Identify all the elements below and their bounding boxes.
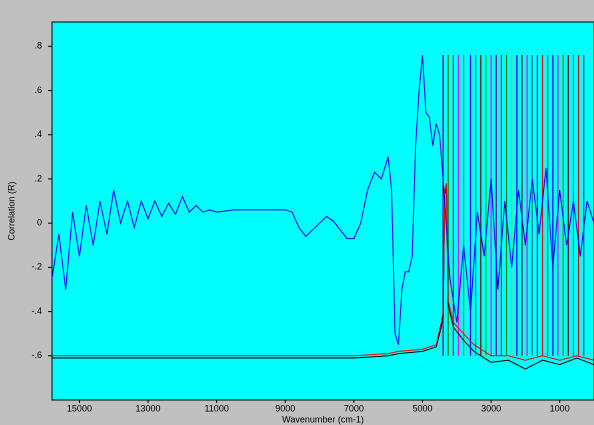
x-tick-label: 13000: [136, 403, 161, 413]
plot-area: [51, 21, 594, 401]
x-tick-label: 11000: [204, 403, 228, 413]
x-tick-label: 1000: [550, 403, 570, 413]
x-tick-label: 5000: [412, 403, 432, 413]
x-tick-label: 7000: [344, 403, 364, 413]
x-tick-label: 15000: [67, 403, 92, 413]
y-tick-label: .8: [34, 41, 42, 51]
y-tick-label: -.6: [31, 350, 42, 360]
series-line: [51, 55, 594, 345]
x-tick-label: 3000: [481, 403, 501, 413]
y-tick-label: .4: [34, 129, 42, 139]
x-tick-label: 9000: [275, 403, 295, 413]
y-tick-label: .6: [34, 85, 42, 95]
y-tick-label: .2: [34, 173, 42, 183]
y-axis-title: Correlation (R): [6, 181, 16, 240]
y-tick-label: -.4: [31, 306, 42, 316]
y-tick-label: -.2: [31, 262, 42, 272]
y-tick-label: 0: [37, 218, 42, 228]
x-axis-title: Wavenumber (cm-1): [282, 414, 364, 424]
